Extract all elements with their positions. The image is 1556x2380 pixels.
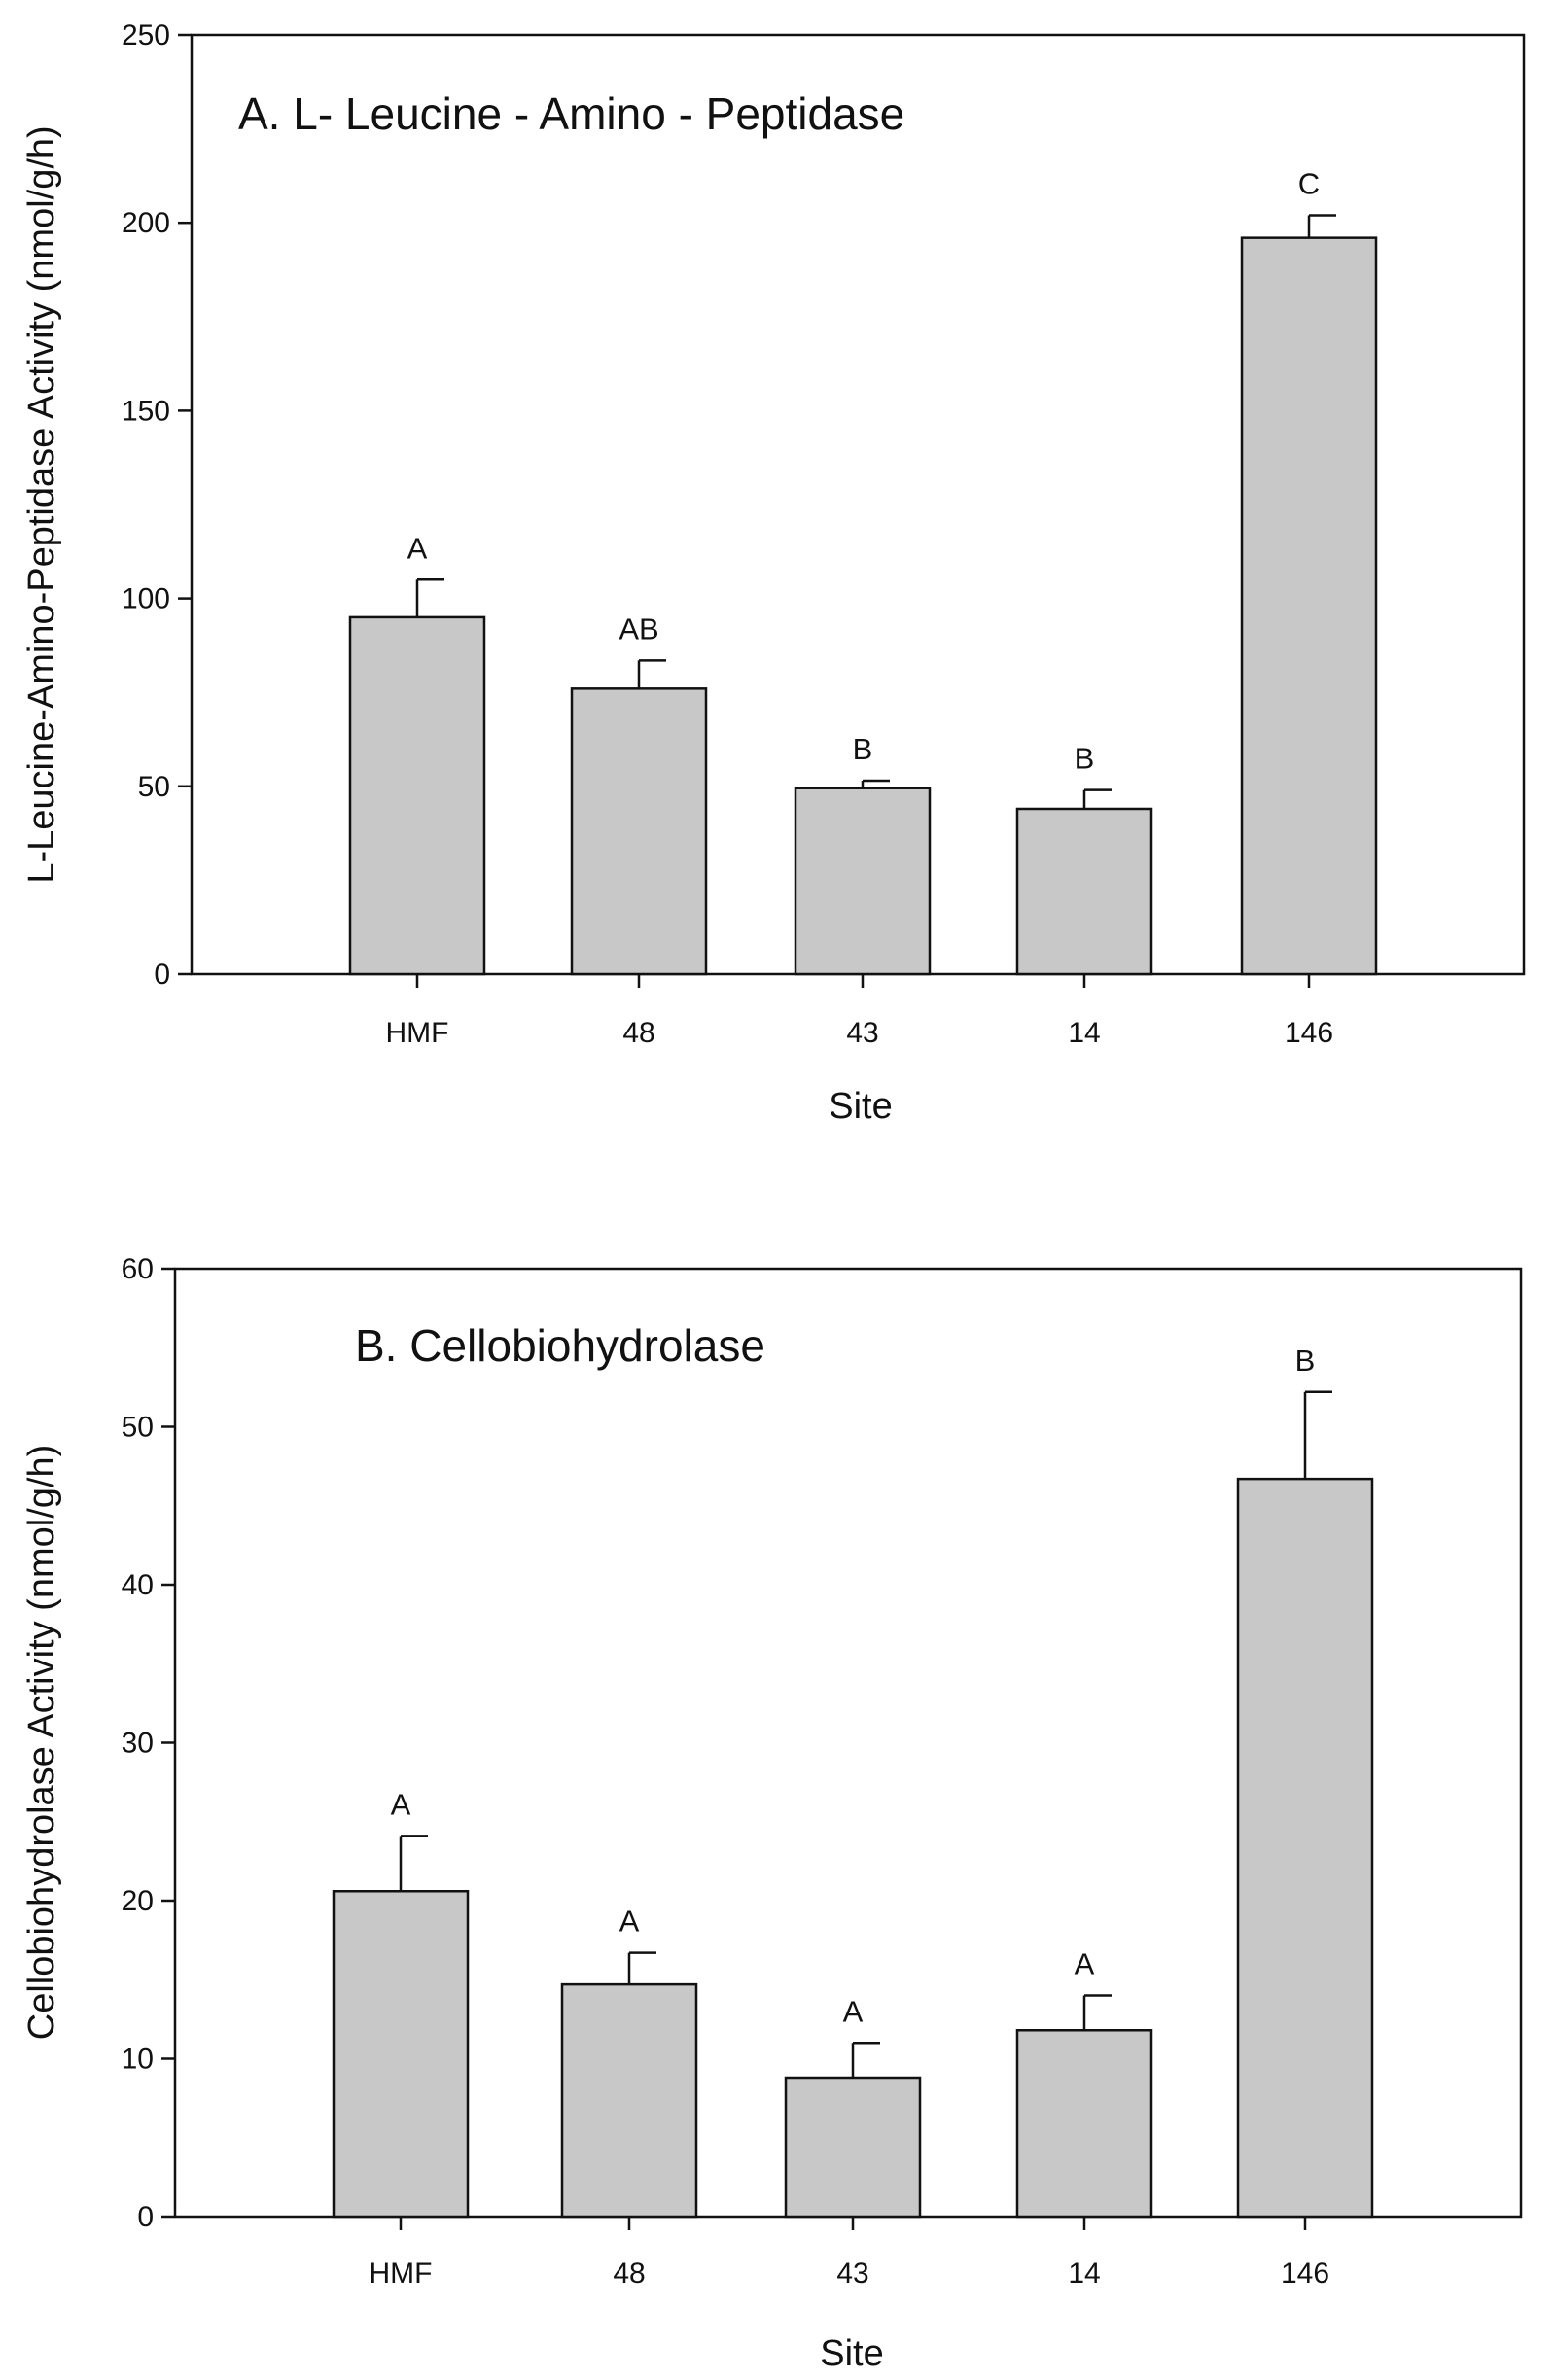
y-axis-label: Cellobiohydrolase Activity (nmol/g/h)	[21, 1445, 62, 2041]
y-tick-label: 60	[122, 1253, 154, 1285]
x-tick-label: 14	[1068, 2258, 1100, 2290]
significance-label: A	[619, 1905, 640, 1939]
y-tick-label: 150	[122, 395, 170, 427]
y-tick-label: 100	[122, 583, 170, 615]
bar-48	[560, 1982, 698, 2219]
bar-43	[784, 2076, 922, 2219]
bar-146	[1236, 1477, 1374, 2219]
significance-label: A	[843, 1994, 864, 2028]
x-axis-label: Site	[820, 2333, 883, 2374]
x-tick-label: 146	[1285, 1017, 1333, 1049]
y-tick-label: 0	[154, 959, 170, 991]
significance-label: B	[1075, 742, 1095, 776]
significance-label: B	[1295, 1344, 1316, 1378]
significance-label: C	[1298, 166, 1320, 200]
y-tick-label: 200	[122, 207, 170, 239]
y-axis-label: L-Leucine-Amino-Peptidase Activity (nmol…	[21, 125, 62, 883]
bars: A HMF AB 48 B 43 B 14 C 146	[348, 166, 1378, 1049]
significance-label: A	[407, 531, 428, 565]
bar-43	[794, 787, 932, 976]
y-tick-label: 50	[138, 771, 170, 803]
significance-label: B	[853, 732, 873, 766]
y-tick-label: 0	[137, 2201, 154, 2233]
x-axis-label: Site	[829, 1086, 892, 1127]
significance-label: A	[391, 1787, 411, 1821]
bar-146	[1240, 236, 1378, 976]
x-tick-label: 48	[613, 2258, 645, 2290]
panel-b-chart: B. Cellobiohydrolase Site Cellobiohydrol…	[21, 1253, 1523, 2374]
y-tick-label: 50	[122, 1412, 154, 1444]
bar-hmf	[332, 1890, 470, 2219]
significance-label: A	[1075, 1947, 1095, 1981]
y-tick-label: 30	[122, 1728, 154, 1760]
y-tick-label: 40	[122, 1569, 154, 1601]
y-axis-ticks: 0 50 100 150 200 250	[122, 19, 192, 991]
bar-14	[1015, 2029, 1153, 2219]
bar-48	[570, 687, 708, 976]
y-tick-label: 20	[122, 1885, 154, 1917]
bar-hmf	[348, 615, 486, 976]
x-tick-label: 43	[836, 2258, 868, 2290]
y-tick-label: 10	[122, 2044, 154, 2076]
chart-title: A. L- Leucine - Amino - Peptidase	[238, 88, 904, 139]
chart-title: B. Cellobiohydrolase	[355, 1320, 765, 1371]
x-tick-label: 48	[622, 1017, 654, 1049]
y-tick-label: 250	[122, 19, 170, 52]
y-axis-ticks: 0 10 20 30 40 50 60	[122, 1253, 175, 2233]
x-tick-label: 146	[1281, 2258, 1329, 2290]
significance-label: AB	[619, 612, 658, 646]
bar-14	[1015, 807, 1153, 976]
bars: A HMF A 48 A 43 A 14 B 146	[332, 1344, 1374, 2290]
x-tick-label: 14	[1068, 1017, 1100, 1049]
x-tick-label: HMF	[386, 1017, 449, 1049]
x-tick-label: HMF	[370, 2258, 433, 2290]
x-tick-label: 43	[846, 1017, 878, 1049]
panel-a-chart: A. L- Leucine - Amino - Peptidase Site L…	[21, 19, 1526, 1127]
